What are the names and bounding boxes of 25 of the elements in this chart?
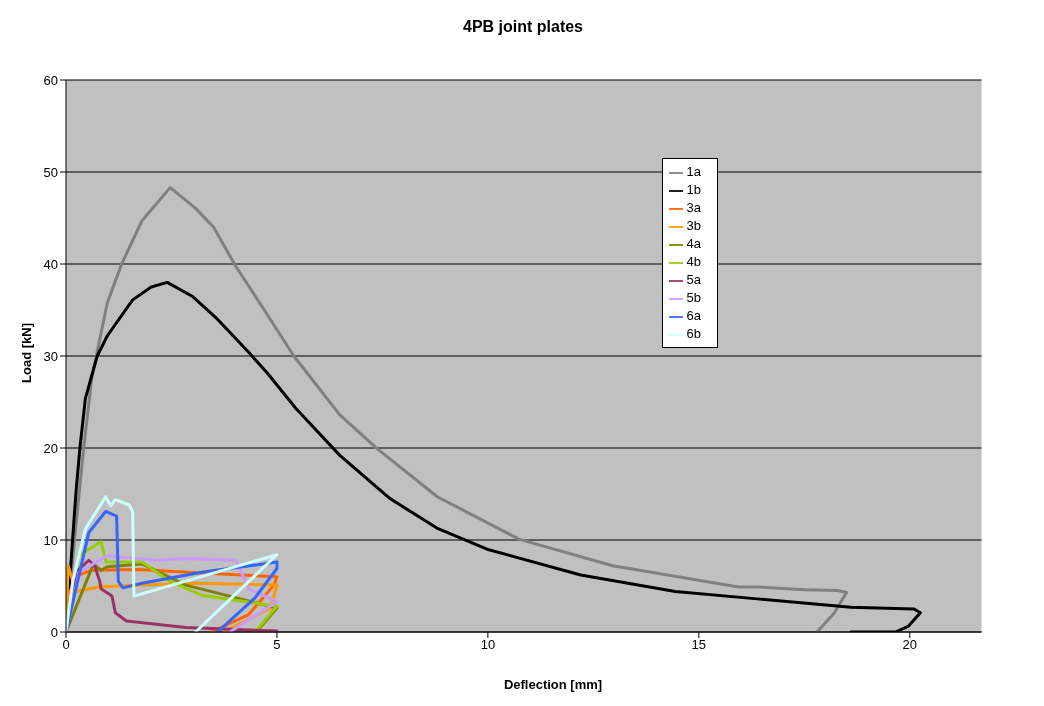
x-tick-label: 20 [902, 637, 918, 653]
legend-label: 5b [686, 290, 701, 305]
legend-label: 4b [686, 254, 701, 269]
legend-label: 1a [686, 164, 701, 179]
y-tick-label: 40 [43, 256, 58, 272]
legend-label: 1b [686, 182, 701, 197]
y-tick-label: 10 [43, 532, 58, 548]
legend-label: 6b [686, 326, 701, 341]
x-tick-label: 0 [62, 637, 70, 653]
legend-label: 4a [686, 236, 701, 251]
y-tick-label: 30 [43, 348, 58, 364]
y-tick-label: 20 [43, 440, 58, 456]
x-tick-label: 5 [273, 637, 281, 653]
y-axis-title: Load [kN] [18, 323, 34, 383]
legend-label: 3b [686, 218, 701, 233]
x-tick-label: 10 [480, 637, 496, 653]
legend-label: 5a [686, 272, 701, 287]
y-tick-label: 0 [50, 624, 58, 640]
legend-label: 6a [686, 308, 701, 323]
legend-label: 3a [686, 200, 701, 215]
y-tick-label: 50 [43, 164, 58, 180]
chart-title: 4PB joint plates [462, 18, 584, 36]
x-axis-title: Deflection [mm] [502, 676, 604, 692]
y-tick-label: 60 [43, 72, 58, 88]
x-tick-label: 15 [691, 637, 707, 653]
